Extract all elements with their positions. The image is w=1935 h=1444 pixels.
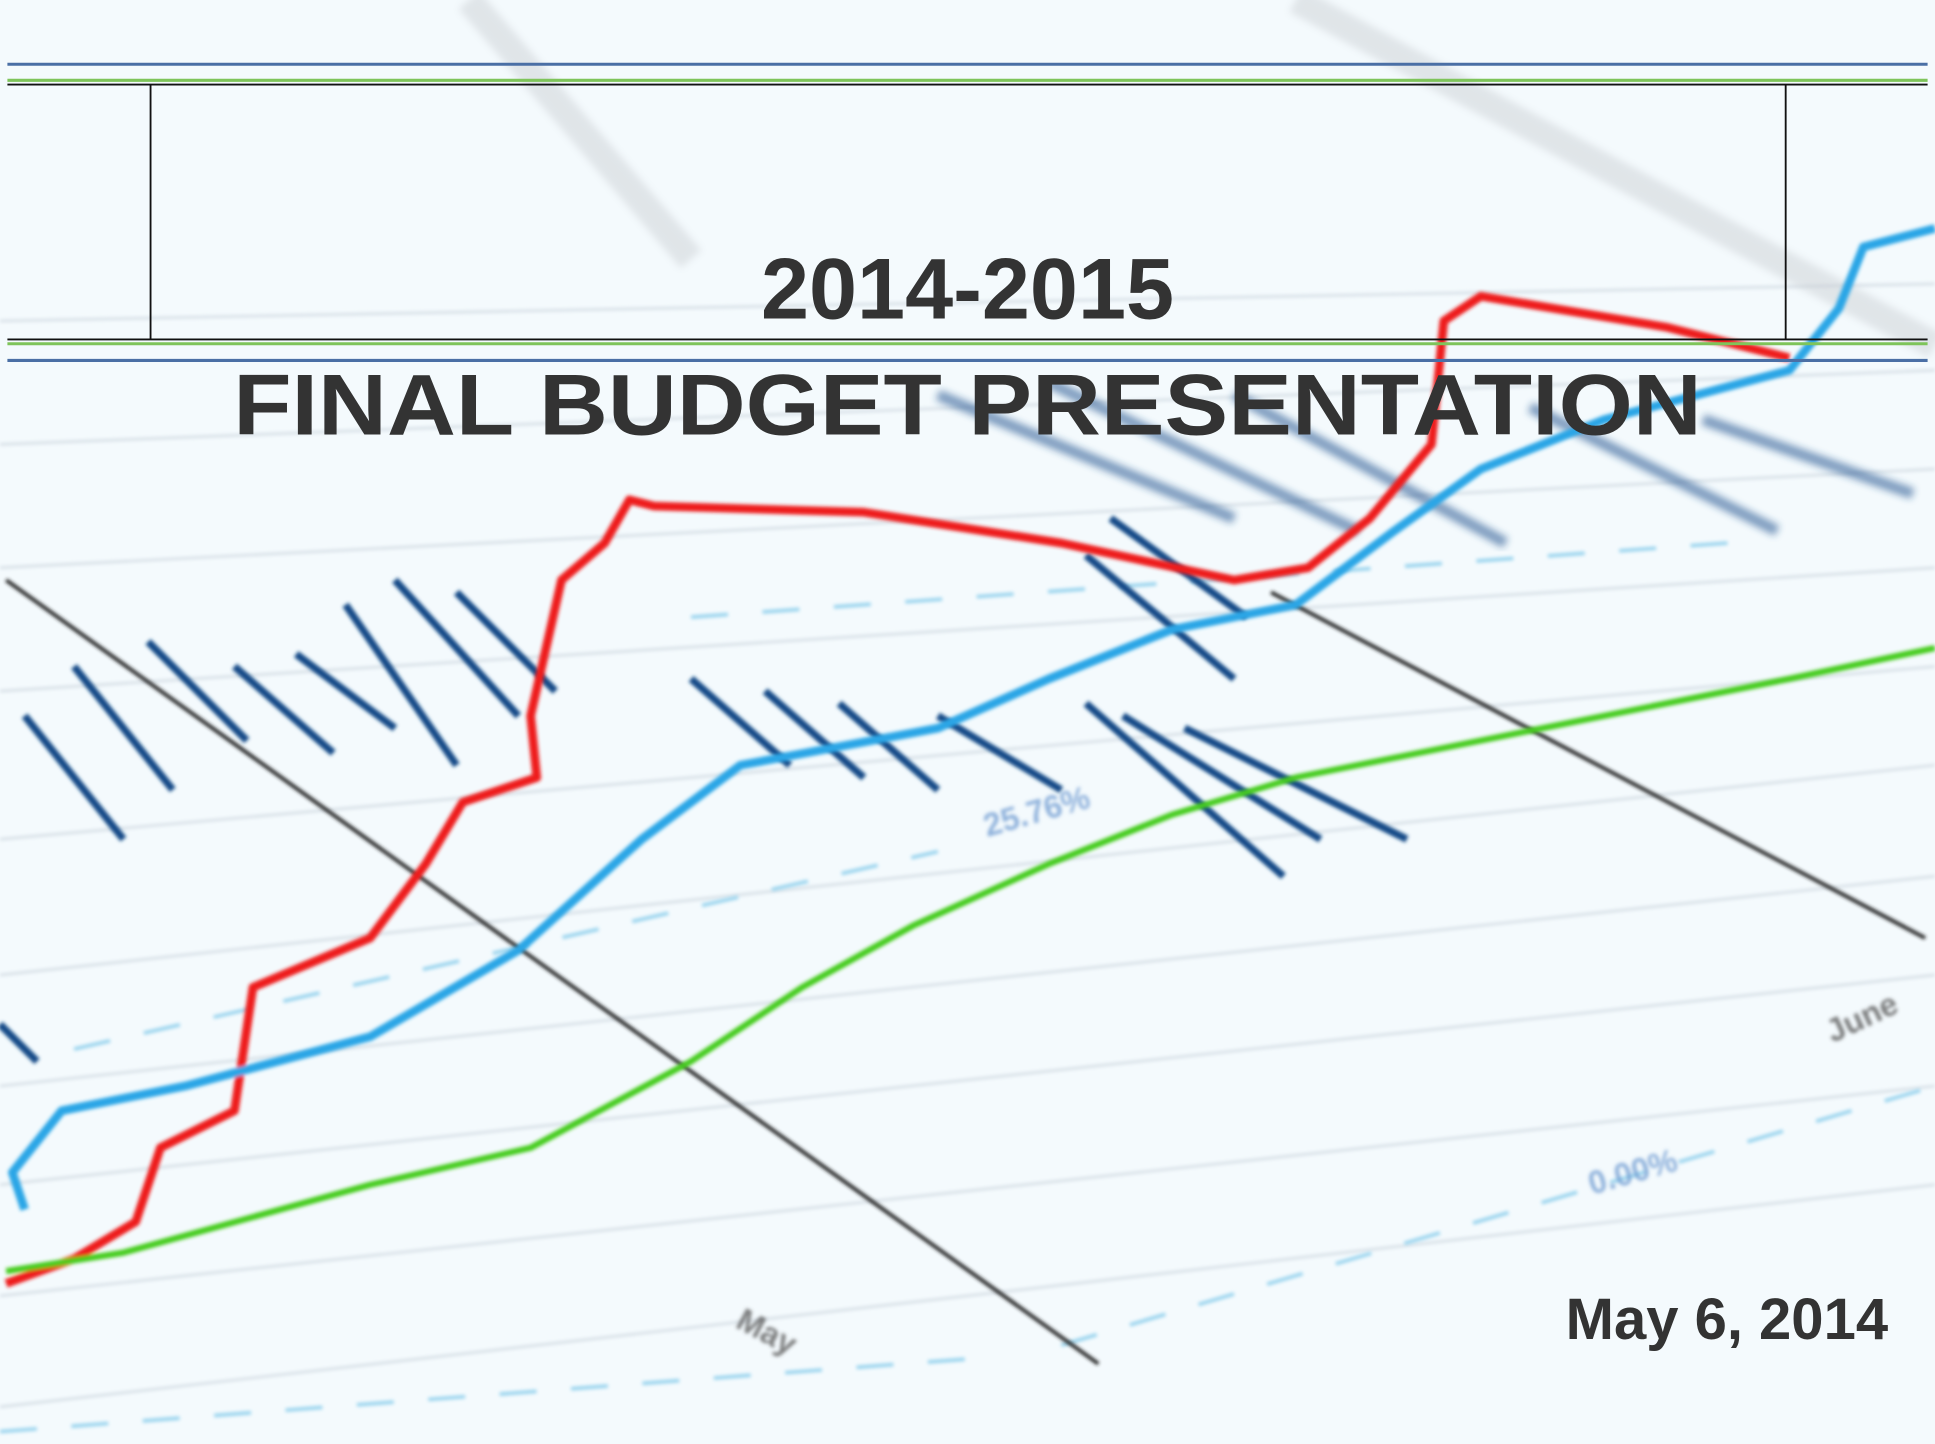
page: {"slide": {"title_line_1": "2014-2015", … <box>0 0 1935 1444</box>
slide: May June 25.76% 0.00% 2014-2015 FINAL BU… <box>0 0 1935 1444</box>
title-line: FINAL BUDGET PRESENTATION <box>233 357 1702 453</box>
title-line: 2014-2015 <box>761 241 1174 337</box>
date: May 6, 2014 <box>1566 1287 1888 1352</box>
background <box>0 0 1935 1444</box>
